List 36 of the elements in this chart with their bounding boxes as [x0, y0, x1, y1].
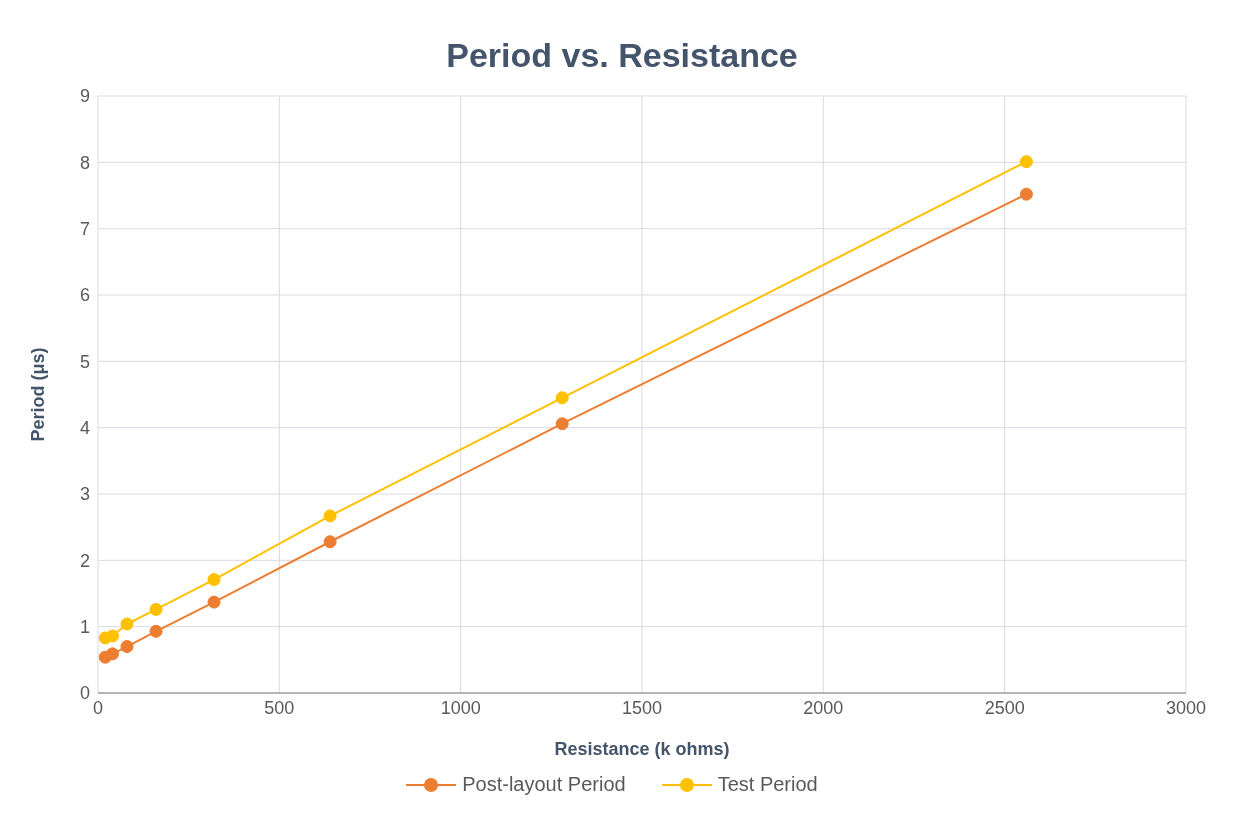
- x-tick-label: 2000: [803, 697, 844, 718]
- point: [120, 640, 134, 654]
- y-tick-label: 8: [79, 152, 90, 173]
- y-tick-label: 7: [79, 219, 90, 240]
- y-tick-label: 5: [79, 351, 90, 372]
- x-tick-label: 1000: [440, 697, 481, 718]
- point: [106, 647, 120, 661]
- point: [1019, 155, 1033, 169]
- y-tick-label: 4: [79, 418, 90, 439]
- chart-title: Period vs. Resistance: [445, 35, 799, 76]
- legend-label: Post-layout Period: [462, 773, 626, 796]
- y-tick-label: 0: [79, 683, 90, 704]
- y-tick-label: 6: [79, 285, 90, 306]
- point: [149, 602, 163, 616]
- point: [555, 417, 569, 431]
- point: [207, 595, 221, 609]
- x-tick-label: 1500: [621, 697, 663, 718]
- y-tick-label: 3: [79, 484, 90, 505]
- point: [323, 535, 337, 549]
- point: [1019, 187, 1033, 201]
- point: [120, 617, 134, 631]
- point: [207, 573, 221, 587]
- point: [323, 509, 337, 523]
- point: [106, 629, 120, 643]
- legend-label: Test Period: [717, 773, 818, 796]
- y-tick-label: 9: [79, 86, 90, 107]
- x-axis-title: Resistance (k ohms): [554, 739, 730, 759]
- point: [149, 624, 163, 638]
- y-axis-title: Period (μs): [28, 347, 49, 442]
- x-tick-label: 0: [92, 697, 104, 718]
- x-tick-label: 2500: [984, 697, 1025, 718]
- y-tick-label: 1: [79, 617, 90, 638]
- x-tick-label: 500: [264, 697, 295, 718]
- y-tick-label: 2: [79, 550, 90, 571]
- point: [555, 391, 569, 405]
- x-tick-label: 3000: [1165, 697, 1207, 718]
